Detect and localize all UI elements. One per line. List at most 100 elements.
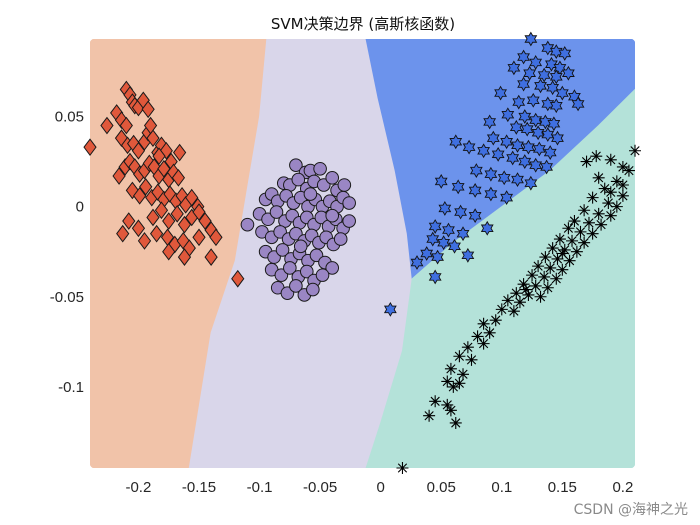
- asterisk-marker: [441, 375, 454, 388]
- star-marker: [438, 201, 452, 216]
- circle-marker: [342, 196, 356, 210]
- diamond-marker: [119, 116, 133, 135]
- star-marker: [517, 49, 530, 65]
- star-marker: [509, 119, 523, 135]
- star-marker: [461, 247, 475, 263]
- asterisk-marker: [529, 279, 542, 292]
- star-marker: [449, 134, 463, 150]
- asterisk-marker: [513, 296, 526, 309]
- asterisk-marker: [423, 409, 436, 422]
- x-tick-label: 0: [377, 479, 385, 496]
- star-marker: [551, 130, 564, 146]
- star-marker: [546, 80, 560, 96]
- asterisk-marker: [520, 283, 532, 296]
- diamond-marker: [116, 224, 130, 243]
- star-marker: [571, 96, 585, 112]
- circle-marker: [303, 187, 318, 201]
- asterisk-marker: [539, 251, 552, 264]
- asterisk-marker: [610, 200, 623, 213]
- asterisk-marker: [522, 288, 535, 301]
- asterisk-marker: [592, 171, 605, 184]
- diamond-marker: [204, 248, 218, 266]
- star-marker: [511, 137, 524, 153]
- asterisk-marker: [541, 281, 554, 294]
- asterisk-marker: [562, 222, 575, 235]
- diamond-marker: [125, 181, 140, 200]
- star-marker: [549, 69, 563, 85]
- star-marker: [426, 231, 440, 247]
- asterisk-marker: [465, 353, 478, 366]
- diamond-marker: [149, 224, 164, 243]
- asterisk-marker: [517, 278, 530, 291]
- diamond-marker: [172, 143, 187, 162]
- diamond-marker: [146, 208, 160, 227]
- star-marker: [484, 166, 498, 182]
- asterisk-marker: [444, 404, 457, 417]
- star-marker: [500, 190, 514, 206]
- data-points: [83, 31, 641, 474]
- diamond-marker: [162, 242, 176, 261]
- star-marker: [547, 116, 561, 132]
- asterisk-marker: [570, 245, 583, 258]
- x-tick-label: -0.1: [247, 479, 273, 496]
- diamond-marker: [122, 212, 136, 230]
- star-marker: [532, 141, 546, 157]
- diamond-marker: [231, 269, 245, 288]
- diamond-marker: [177, 248, 192, 266]
- circle-marker: [275, 243, 290, 257]
- star-marker: [497, 170, 511, 186]
- star-marker: [437, 235, 451, 251]
- circle-marker: [299, 264, 314, 279]
- diamond-marker: [123, 152, 137, 171]
- asterisk-marker: [483, 326, 496, 339]
- diamond-marker: [83, 138, 97, 156]
- star-marker: [442, 222, 455, 238]
- diamond-marker: [139, 177, 153, 196]
- diamond-marker: [100, 116, 114, 135]
- star-marker: [420, 246, 434, 261]
- star-marker: [541, 40, 555, 56]
- asterisk-marker: [477, 337, 490, 350]
- diamond-marker: [176, 232, 190, 250]
- star-marker: [540, 159, 553, 175]
- diamond-marker: [185, 188, 199, 207]
- star-marker: [454, 204, 468, 220]
- star-marker: [486, 130, 500, 146]
- chart-title: SVM决策边界 (高斯核函数): [271, 15, 455, 33]
- star-marker: [483, 114, 497, 130]
- asterisk-marker: [616, 179, 629, 191]
- asterisk-marker: [551, 252, 564, 265]
- star-marker: [448, 238, 461, 254]
- star-marker: [428, 269, 442, 285]
- asterisk-marker: [566, 234, 579, 247]
- star-marker: [549, 98, 563, 114]
- circle-marker: [269, 205, 284, 219]
- star-marker: [538, 114, 552, 130]
- asterisk-marker: [580, 155, 593, 168]
- asterisk-marker: [578, 204, 591, 217]
- star-marker: [545, 56, 558, 72]
- circle-marker: [240, 217, 255, 232]
- asterisk-marker: [622, 164, 635, 177]
- asterisk-marker: [563, 254, 576, 267]
- diamond-marker: [154, 201, 169, 220]
- diamond-marker: [166, 163, 181, 182]
- asterisk-marker: [453, 377, 466, 390]
- star-marker: [529, 112, 543, 128]
- star-marker: [518, 154, 532, 169]
- asterisk-marker: [544, 261, 557, 274]
- circle-marker: [342, 214, 356, 228]
- asterisk-marker: [495, 303, 508, 316]
- asterisk-marker: [616, 189, 629, 202]
- circle-marker: [333, 232, 348, 246]
- asterisk-marker: [477, 317, 490, 330]
- diamond-marker: [209, 228, 223, 247]
- circle-marker: [337, 178, 352, 192]
- y-tick-label: -0.1: [58, 379, 84, 396]
- star-marker: [511, 172, 524, 187]
- star-marker: [469, 163, 483, 178]
- star-marker: [517, 76, 530, 92]
- circle-marker: [325, 208, 340, 223]
- star-marker: [451, 179, 465, 195]
- diamond-marker: [141, 100, 155, 119]
